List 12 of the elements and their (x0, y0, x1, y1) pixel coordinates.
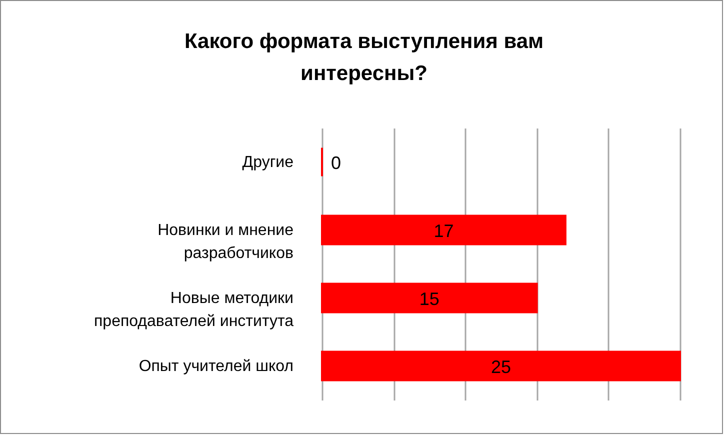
data-label: 15 (419, 289, 440, 309)
data-label: 0 (331, 153, 342, 173)
y-tick-label: Опыт учителей школ (138, 358, 294, 375)
bar (321, 214, 566, 246)
data-label: 25 (490, 357, 512, 377)
chart-title: Какого формата выступления вам интересны? (184, 30, 544, 85)
y-tick-label: Новые методики преподавателей института (94, 290, 294, 330)
y-tick-label: Новинки и мнение разработчиков (158, 222, 294, 262)
bar (321, 350, 681, 382)
bar (321, 282, 538, 314)
y-tick-label: Другие (242, 154, 294, 171)
data-label: 17 (434, 221, 454, 241)
